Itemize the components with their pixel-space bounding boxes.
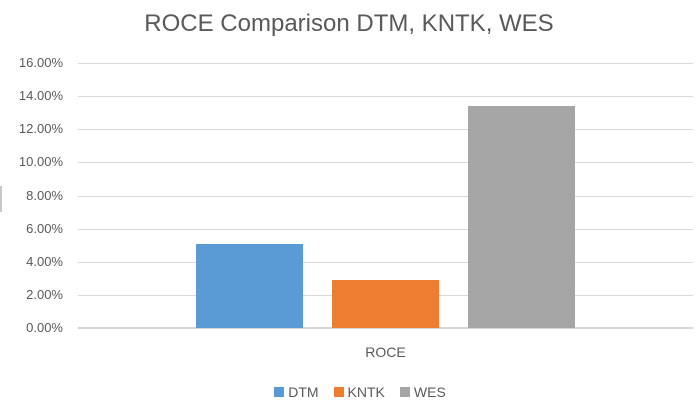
legend-label: KNTK xyxy=(347,384,385,400)
y-axis-tick-label: 2.00% xyxy=(26,287,63,302)
legend-label: DTM xyxy=(288,384,319,400)
legend-label: WES xyxy=(413,384,446,400)
y-axis-tick-label: 14.00% xyxy=(18,88,63,103)
legend-item-dtm[interactable]: DTM xyxy=(274,384,319,400)
x-axis-category-label: ROCE xyxy=(365,344,406,360)
y-axis-tick-label: 6.00% xyxy=(26,221,63,236)
bar-wes[interactable] xyxy=(468,106,575,328)
legend-swatch-icon xyxy=(399,387,410,397)
gridline xyxy=(78,96,693,97)
y-axis-tick-label: 0.00% xyxy=(26,320,63,335)
legend-item-wes[interactable]: WES xyxy=(399,384,446,400)
legend-item-kntk[interactable]: KNTK xyxy=(333,384,385,400)
y-axis-tick-label: 16.00% xyxy=(18,55,63,70)
gridline xyxy=(78,196,693,197)
cropped-axis-title-sliver xyxy=(0,186,2,212)
gridline xyxy=(78,229,693,230)
gridline xyxy=(78,129,693,130)
y-axis-tick-label: 8.00% xyxy=(26,188,63,203)
legend-swatch-icon xyxy=(333,387,344,397)
gridline xyxy=(78,63,693,64)
gridline xyxy=(78,162,693,163)
chart-title: ROCE Comparison DTM, KNTK, WES xyxy=(144,10,554,37)
y-axis-tick-label: 10.00% xyxy=(18,154,63,169)
gridline xyxy=(78,262,693,263)
bar-dtm[interactable] xyxy=(196,244,303,328)
y-axis-tick-label: 4.00% xyxy=(26,254,63,269)
chart-legend: DTM KNTK WES xyxy=(11,383,698,401)
plot-area xyxy=(78,63,693,329)
y-axis-tick-label: 12.00% xyxy=(18,121,63,136)
legend-swatch-icon xyxy=(274,387,285,397)
x-axis-line xyxy=(78,327,693,329)
bar-kntk[interactable] xyxy=(332,280,439,328)
